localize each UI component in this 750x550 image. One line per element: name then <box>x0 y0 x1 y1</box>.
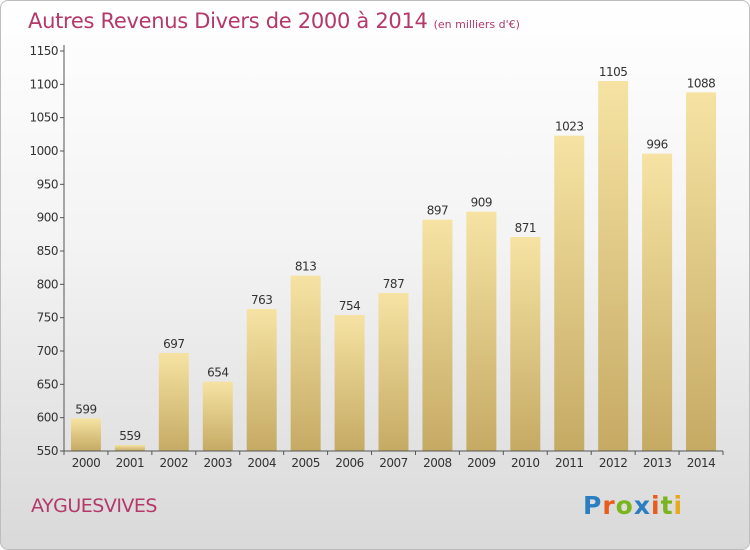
x-tick-label: 2000 <box>72 456 101 470</box>
x-tick-label: 2001 <box>116 456 145 470</box>
logo-letter: r <box>602 491 616 520</box>
title-text: Autres Revenus Divers de 2000 à 2014 <box>28 9 428 33</box>
bar <box>554 135 585 451</box>
x-tick-label: 2003 <box>203 456 232 470</box>
x-tick-label: 2005 <box>291 456 320 470</box>
bar <box>642 153 673 451</box>
logo-letter: x <box>633 491 651 520</box>
data-label: 1105 <box>599 65 628 79</box>
proxiti-logo[interactable]: Proxiti <box>583 491 683 520</box>
x-tick-label: 2007 <box>379 456 408 470</box>
x-tick-label: 2014 <box>687 456 716 470</box>
x-tick-label: 2008 <box>423 456 452 470</box>
bars-layer: 599 559 697 654 763 813 754 787 897 909 871 1023 110… <box>70 65 717 451</box>
bar <box>158 353 189 451</box>
data-label: 1088 <box>687 76 716 90</box>
logo-letter: i <box>673 491 684 520</box>
y-tick-label: 850 <box>37 244 58 258</box>
y-tick-label: 1050 <box>29 111 58 125</box>
data-label: 559 <box>119 429 140 443</box>
y-tick-label: 1100 <box>29 77 58 91</box>
y-tick-label: 1150 <box>29 44 58 58</box>
data-label: 654 <box>207 366 228 380</box>
data-label: 599 <box>75 402 96 416</box>
logo-letter: i <box>651 491 661 520</box>
x-tick-label: 2013 <box>643 456 672 470</box>
data-label: 1023 <box>555 120 584 134</box>
y-tick-label: 950 <box>37 177 58 191</box>
x-tick-label: 2012 <box>599 456 628 470</box>
commune-name: AYGUESVIVES <box>31 495 158 517</box>
data-label: 763 <box>251 293 272 307</box>
data-label: 697 <box>163 337 184 351</box>
bar <box>114 445 145 451</box>
data-label: 897 <box>427 204 448 218</box>
bar <box>290 275 321 451</box>
data-label: 787 <box>383 277 404 291</box>
x-tick-label: 2009 <box>467 456 496 470</box>
bar <box>422 219 453 451</box>
bar <box>686 92 717 451</box>
y-tick-label: 600 <box>37 411 58 425</box>
bar <box>334 315 365 451</box>
logo-letter: P <box>583 491 603 520</box>
y-tick-label: 900 <box>37 211 58 225</box>
bar <box>598 81 629 451</box>
y-tick-label: 650 <box>37 377 58 391</box>
logo-letter: t <box>660 491 674 520</box>
bar <box>378 293 409 451</box>
bar <box>70 418 101 451</box>
axes-layer: 2000 2001 2002 2003 2004 2005 2006 2007 2008 2009… <box>29 44 724 470</box>
y-tick-label: 1000 <box>29 144 58 158</box>
x-tick-label: 2010 <box>511 456 540 470</box>
data-label: 754 <box>339 299 360 313</box>
logo-letter: o <box>615 491 634 520</box>
x-tick-label: 2002 <box>160 456 189 470</box>
bar <box>510 237 541 451</box>
y-tick-label: 800 <box>37 277 58 291</box>
x-tick-label: 2006 <box>335 456 364 470</box>
chart-title: Autres Revenus Divers de 2000 à 2014 (en … <box>28 9 520 33</box>
data-label: 996 <box>646 138 667 152</box>
y-tick-label: 700 <box>37 344 58 358</box>
y-tick-label: 750 <box>37 311 58 325</box>
x-tick-label: 2004 <box>247 456 276 470</box>
bar <box>246 309 277 451</box>
data-label: 813 <box>295 260 316 274</box>
data-label: 909 <box>471 196 492 210</box>
bar <box>202 381 233 451</box>
bar <box>466 211 497 451</box>
x-tick-label: 2011 <box>555 456 584 470</box>
title-unit: (en milliers d'€) <box>433 18 520 31</box>
data-label: 871 <box>515 221 536 235</box>
y-tick-label: 550 <box>37 444 58 458</box>
